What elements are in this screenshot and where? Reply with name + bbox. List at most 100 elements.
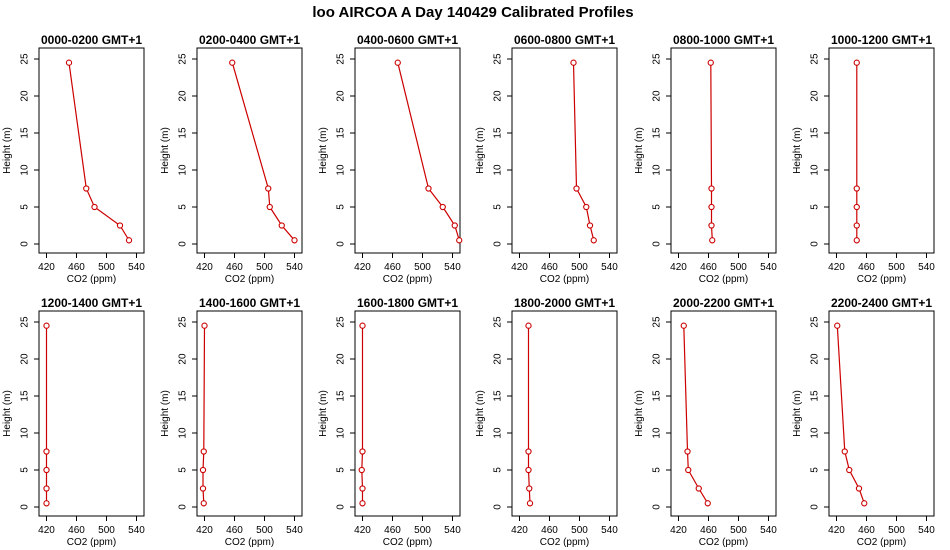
chart-panel: 1400-1600 GMT+1 420 460 500 540 0 5 10 15 20 25 CO2… — [160, 296, 303, 548]
x-tick-label: 540 — [128, 262, 145, 273]
x-tick-label: 500 — [256, 525, 273, 536]
data-point — [853, 185, 860, 192]
data-point — [425, 185, 432, 192]
panel-title: 1000-1200 GMT+1 — [831, 33, 932, 47]
y-tick-label: 0 — [336, 241, 347, 247]
y-axis-label: Height (m) — [318, 390, 329, 437]
chart-panel: 1800-2000 GMT+1 420 460 500 540 0 5 10 15 20 25 CO2… — [475, 296, 618, 548]
chart-panel: 1000-1200 GMT+1 420 460 500 540 0 5 10 15 20 25 CO2… — [792, 33, 935, 285]
x-axis-label: CO2 (ppm) — [857, 274, 906, 285]
y-axis-label: Height (m) — [475, 127, 486, 174]
y-tick-label: 20 — [810, 90, 821, 102]
x-tick-label: 540 — [601, 262, 618, 273]
chart-panel: 0800-1000 GMT+1 420 460 500 540 0 5 10 15 20 25 CO2… — [634, 33, 777, 285]
x-tick-label: 460 — [700, 262, 717, 273]
data-point — [525, 466, 532, 474]
y-axis-label: Height (m) — [634, 127, 645, 174]
data-point — [583, 203, 590, 211]
panel-title: 0600-0800 GMT+1 — [514, 33, 615, 47]
y-axis-label: Height (m) — [160, 390, 171, 437]
data-point — [853, 203, 860, 211]
chart-panel: 0600-0800 GMT+1 420 460 500 540 0 5 10 15 20 25 CO2… — [475, 33, 618, 285]
data-point — [695, 485, 702, 492]
x-tick-label: 460 — [384, 525, 401, 536]
data-point — [573, 185, 580, 192]
y-axis-label: Height (m) — [2, 390, 13, 437]
chart-panel: 2200-2400 GMT+1 420 460 500 540 0 5 10 15 20 25 CO2… — [792, 296, 935, 548]
panel-title: 1400-1600 GMT+1 — [199, 296, 300, 310]
data-point — [841, 448, 848, 455]
page-title: loo AIRCOA A Day 140429 Calibrated Profi… — [312, 4, 633, 21]
y-tick-label: 5 — [178, 467, 189, 473]
y-tick-label: 20 — [652, 353, 663, 365]
y-tick-label: 25 — [336, 53, 347, 65]
y-axis-label: Height (m) — [160, 127, 171, 174]
x-tick-label: 420 — [670, 262, 687, 273]
data-point — [199, 466, 207, 474]
y-axis-label: Height (m) — [2, 127, 13, 174]
y-tick-label: 10 — [178, 427, 189, 439]
data-point — [359, 500, 366, 507]
data-point — [359, 322, 366, 329]
x-tick-label: 460 — [541, 525, 558, 536]
y-tick-label: 5 — [20, 204, 31, 210]
plot-frame — [196, 310, 303, 517]
plot-frame — [511, 47, 618, 254]
data-point — [200, 500, 207, 507]
x-tick-label: 460 — [858, 262, 875, 273]
x-tick-label: 500 — [256, 262, 273, 273]
y-tick-label: 20 — [336, 90, 347, 102]
data-point — [451, 222, 458, 229]
data-point — [855, 485, 863, 492]
data-point — [83, 185, 90, 192]
data-point — [359, 485, 366, 492]
data-point — [525, 322, 532, 329]
y-tick-label: 25 — [336, 316, 347, 328]
data-point — [265, 185, 272, 192]
data-point — [43, 322, 50, 329]
data-point — [116, 222, 124, 229]
x-tick-label: 540 — [918, 262, 935, 273]
series-line — [68, 62, 130, 241]
y-tick-label: 5 — [652, 204, 663, 210]
y-tick-label: 10 — [652, 164, 663, 176]
x-tick-label: 420 — [38, 262, 55, 273]
y-tick-label: 5 — [336, 467, 347, 473]
x-tick-label: 460 — [384, 262, 401, 273]
data-point — [853, 59, 860, 66]
y-tick-label: 15 — [810, 127, 821, 139]
panel-title: 1800-2000 GMT+1 — [514, 296, 615, 310]
x-axis-label: CO2 (ppm) — [857, 537, 906, 548]
x-tick-label: 540 — [760, 262, 777, 273]
y-tick-label: 0 — [178, 504, 189, 510]
y-tick-label: 0 — [178, 241, 189, 247]
x-axis-label: CO2 (ppm) — [67, 274, 116, 285]
x-tick-label: 500 — [730, 525, 747, 536]
y-tick-label: 10 — [178, 164, 189, 176]
plot-frame — [354, 310, 461, 517]
data-point — [278, 222, 285, 229]
data-point — [43, 485, 50, 492]
x-tick-label: 500 — [730, 262, 747, 273]
data-point — [834, 322, 841, 329]
data-point — [358, 466, 365, 474]
data-point — [586, 222, 594, 229]
series-line — [231, 62, 295, 241]
y-tick-label: 10 — [336, 427, 347, 439]
data-point — [65, 59, 73, 66]
y-tick-label: 10 — [810, 164, 821, 176]
y-axis-label: Height (m) — [634, 390, 645, 437]
y-tick-label: 0 — [652, 241, 663, 247]
data-point — [43, 448, 50, 455]
data-point — [708, 185, 715, 192]
y-tick-label: 15 — [493, 390, 504, 402]
y-tick-label: 15 — [810, 390, 821, 402]
y-tick-label: 5 — [652, 467, 663, 473]
data-point — [359, 448, 366, 455]
panel-title: 2000-2200 GMT+1 — [673, 296, 774, 310]
y-tick-label: 15 — [178, 127, 189, 139]
y-tick-label: 5 — [20, 467, 31, 473]
y-tick-label: 25 — [810, 53, 821, 65]
panel-title: 0000-0200 GMT+1 — [41, 33, 142, 47]
chart-panel: 1200-1400 GMT+1 420 460 500 540 0 5 10 15 20 25 CO2… — [2, 296, 145, 548]
